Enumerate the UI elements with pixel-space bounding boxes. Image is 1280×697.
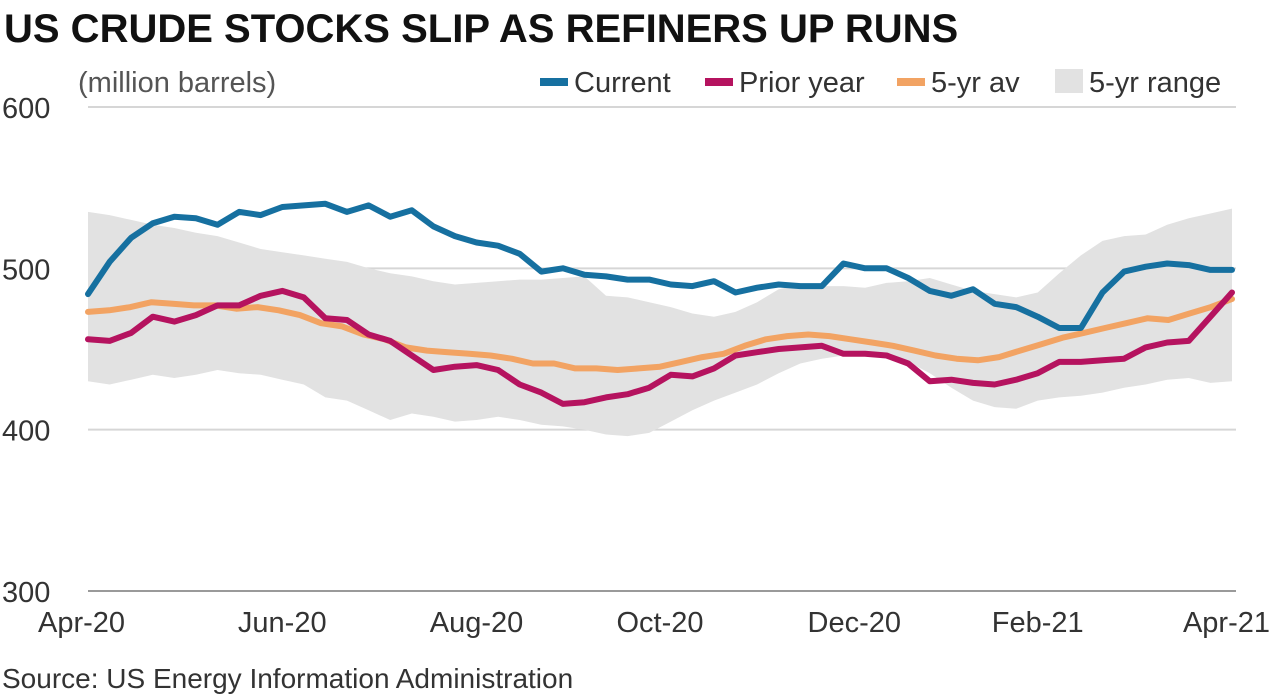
chart-title: US CRUDE STOCKS SLIP AS REFINERS UP RUNS <box>4 7 958 51</box>
series-line-prior <box>85 287 1235 407</box>
series-lines <box>85 200 1235 407</box>
legend-label-range: 5-yr range <box>1089 67 1221 99</box>
five-year-range-band <box>88 208 1232 437</box>
x-tick-oct-20: Oct-20 <box>616 607 703 639</box>
x-tick-dec-20: Dec-20 <box>808 607 902 639</box>
x-tick-feb-21: Feb-21 <box>992 607 1084 639</box>
legend: Current Prior year 5-yr av 5-yr range <box>540 67 1221 99</box>
series-line-current <box>85 200 1235 331</box>
legend-label-prior: Prior year <box>739 67 865 99</box>
y-tick-500: 500 <box>2 254 50 286</box>
legend-swatch-avg <box>897 78 925 86</box>
x-tick-aug-20: Aug-20 <box>430 607 524 639</box>
series-line-avg <box>85 296 1235 373</box>
x-tick-apr-20: Apr-20 <box>38 607 125 639</box>
x-tick-jun-20: Jun-20 <box>238 607 327 639</box>
y-tick-600: 600 <box>2 93 50 125</box>
x-tick-apr-21: Apr-21 <box>1183 607 1270 639</box>
legend-swatch-range <box>1055 69 1083 93</box>
legend-label-current: Current <box>574 67 671 99</box>
y-axis-unit: (million barrels) <box>78 67 276 99</box>
y-tick-300: 300 <box>2 577 50 609</box>
x-tick-labels: Apr-20 Jun-20 Aug-20 Oct-20 Dec-20 Feb-21 Apr-… <box>38 607 1270 639</box>
y-tick-labels: 600 500 400 300 <box>2 93 50 609</box>
legend-label-avg: 5-yr av <box>931 67 1020 99</box>
y-tick-400: 400 <box>2 416 50 448</box>
legend-swatch-prior <box>705 78 733 86</box>
source-note: Source: US Energy Information Administra… <box>2 663 573 694</box>
legend-swatch-current <box>540 78 568 86</box>
